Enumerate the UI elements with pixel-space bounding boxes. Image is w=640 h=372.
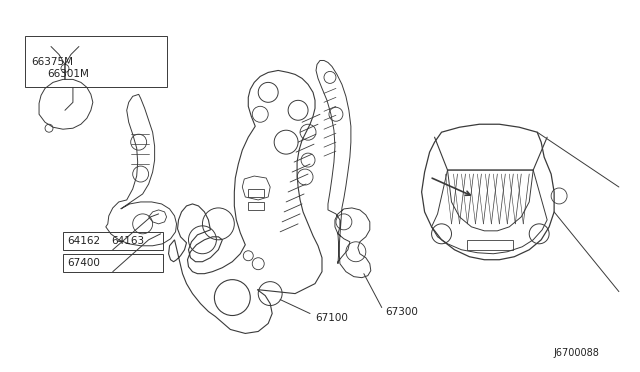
Bar bbox=[63, 232, 163, 250]
Text: 67400: 67400 bbox=[67, 258, 100, 268]
Bar bbox=[25, 36, 166, 87]
Text: J6700088: J6700088 bbox=[553, 348, 599, 358]
Text: 66301M: 66301M bbox=[47, 70, 89, 79]
Text: 67100: 67100 bbox=[315, 312, 348, 323]
Text: 64163: 64163 bbox=[111, 236, 144, 246]
Text: 67300: 67300 bbox=[385, 307, 418, 317]
Text: 66375M: 66375M bbox=[31, 57, 73, 67]
Text: 64162: 64162 bbox=[67, 236, 100, 246]
Bar bbox=[63, 254, 163, 272]
